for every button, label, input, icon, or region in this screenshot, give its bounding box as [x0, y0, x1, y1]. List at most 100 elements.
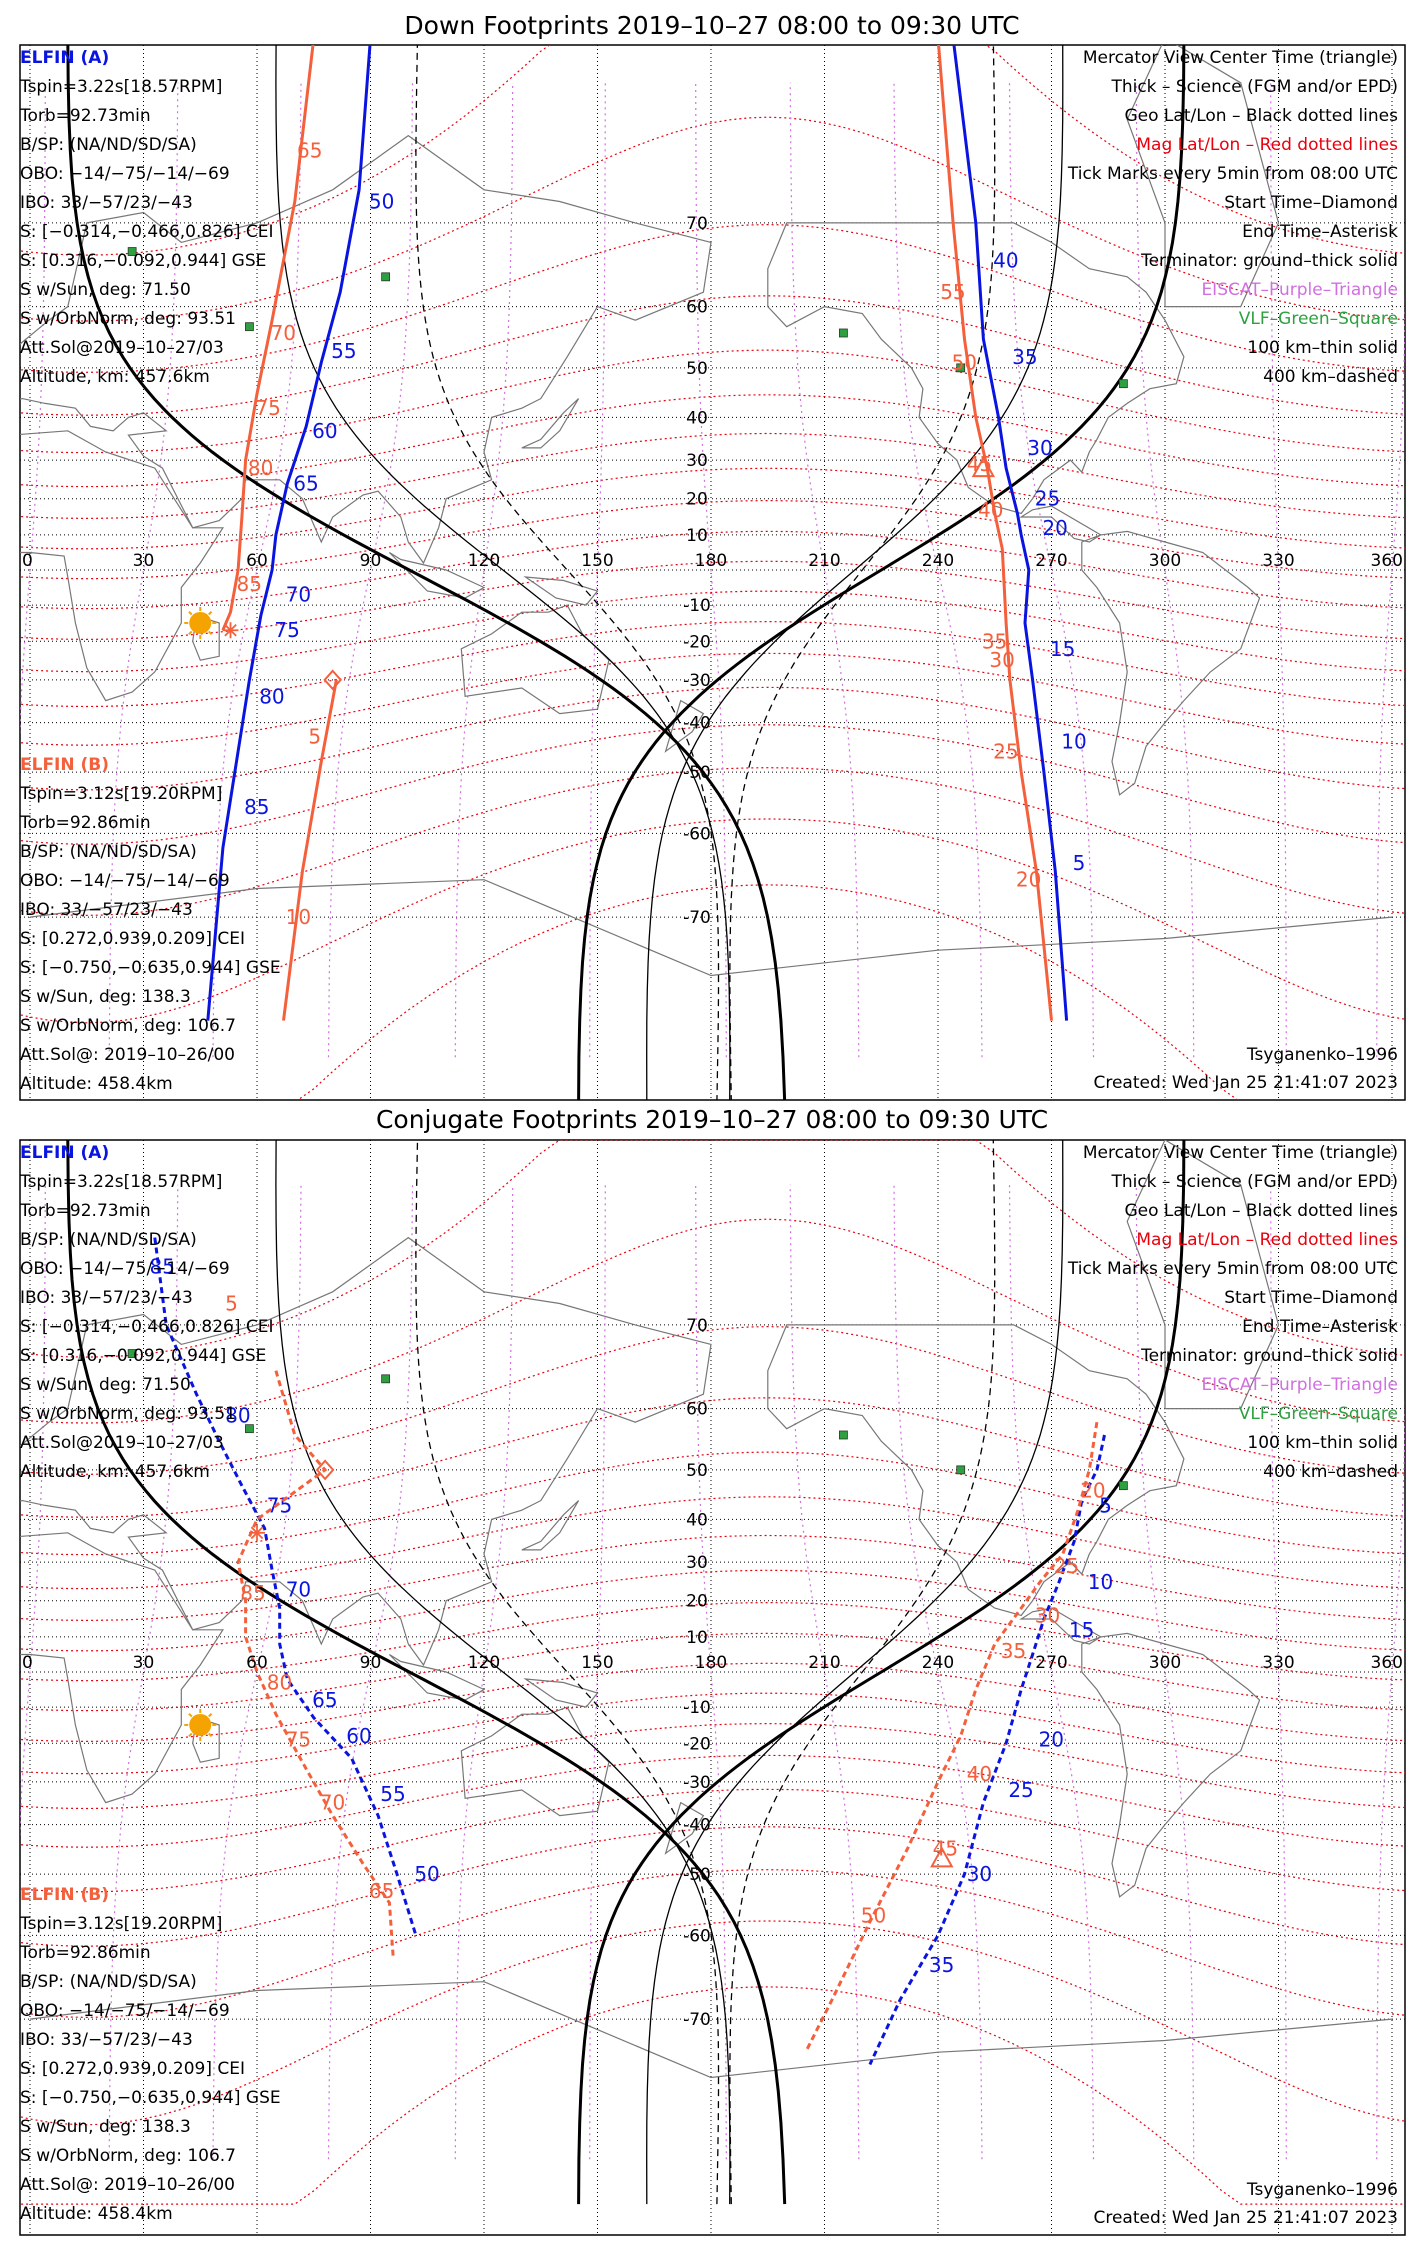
elfin-b-info: ELFIN (B) Tspin=3.12s[19.20RPM] Torb=92.86… [19, 1885, 281, 2224]
track-time-label: 35 [982, 629, 1007, 653]
coastline [767, 1324, 1185, 1617]
vlf-site-square [381, 272, 391, 282]
elfin-a-info-line: OBO: −14/−75/−14/−69 [20, 164, 230, 184]
elfin-a-track [206, 45, 372, 1021]
track-time-label: 65 [369, 1879, 394, 1903]
legend-line: Mag Lat/Lon – Red dotted lines [1136, 1230, 1398, 1250]
track-time-label: 60 [346, 1724, 371, 1748]
lat-tick-label: -40 [683, 714, 711, 734]
coastline [521, 1500, 580, 1551]
track-time-label: 75 [255, 396, 280, 420]
legend-line: Geo Lat/Lon – Black dotted lines [1125, 1201, 1399, 1221]
elfin-a-info-line: S w/OrbNorm, deg: 93.51 [20, 309, 236, 329]
coastline [20, 134, 712, 565]
lon-tick-label: 300 [1149, 551, 1181, 571]
terminator-lines [66, 1140, 1186, 2205]
elfin-a-info-line: S: [−0.314,−0.466,0.826] CEI [20, 1317, 274, 1337]
elfin-b-title: ELFIN (B) [20, 755, 109, 775]
mag-lon-line [695, 82, 727, 1058]
lat-tick-label: -50 [683, 1865, 711, 1885]
lat-tick-label: 20 [686, 1592, 708, 1612]
legend-line: Thick – Science (FGM and/or EPD) [1110, 77, 1398, 97]
mag-lat-line [20, 1451, 1405, 1556]
lon-tick-label: 300 [1149, 1653, 1181, 1673]
mag-lat-line [20, 467, 1405, 550]
map-frame [19, 1139, 1406, 2236]
lat-tick-label: 30 [686, 451, 708, 471]
track-time-label: 30 [1035, 1603, 1060, 1627]
track-time-label: 35 [1012, 345, 1037, 369]
lon-tick-label: 60 [246, 551, 268, 571]
legend-line: Tick Marks every 5min from 08:00 UTC [1067, 1259, 1398, 1279]
elfin-b-info-line: S: [0.272,0.939,0.209] CEI [20, 2059, 245, 2079]
mag-lat-line [20, 1218, 1405, 1424]
elfin-a-info-line: Tspin=3.22s[18.57RPM] [19, 77, 222, 97]
track-time-label: 80 [267, 1670, 292, 1694]
model-name: Tsyganenko–1996 [1246, 1045, 1398, 1065]
end-asterisk [249, 1524, 265, 1541]
track-time-label: 50 [369, 189, 394, 213]
lon-tick-label: 120 [468, 551, 500, 571]
terminator-ground [577, 1140, 1186, 2205]
terminator-100km [275, 1140, 731, 2205]
elfin-b-info-line: S w/OrbNorm, deg: 106.7 [20, 2146, 236, 2166]
track-time-label: 70 [271, 321, 296, 345]
legend-line: Start Time–Diamond [1224, 193, 1398, 213]
elfin-b-info-line: Tspin=3.12s[19.20RPM] [19, 1914, 222, 1934]
mag-lat-line [20, 45, 1405, 256]
lat-tick-label: 60 [686, 1400, 708, 1420]
legend-line: VLF–Green–Square [1239, 1404, 1398, 1424]
lat-tick-label: -70 [683, 2010, 711, 2030]
track-time-label: 85 [240, 1581, 265, 1605]
lon-tick-label: 240 [922, 1653, 954, 1673]
lat-tick-label: -30 [683, 1773, 711, 1793]
vlf-site-square [127, 1349, 137, 1358]
elfin-a-info-line: OBO: −14/−75/−14/−69 [20, 1259, 230, 1279]
axis-ticks: 0 30 60 90 120 150 180 210 240 270 300 330 360 70 60 50… [22, 214, 1403, 928]
terminator-400km [415, 45, 720, 1100]
lon-tick-label: 180 [695, 1653, 727, 1673]
mag-lat-line [20, 652, 1405, 746]
track-time-label: 30 [967, 1862, 992, 1886]
lon-tick-label: 30 [133, 1653, 155, 1673]
coastline [1081, 530, 1261, 796]
mag-lat-line [20, 1692, 1405, 1775]
elfin-a-info-line: Altitude, km: 457.6km [20, 1462, 210, 1482]
track-time-label: 85 [150, 1254, 175, 1278]
lon-tick-label: 30 [133, 551, 155, 571]
track-time-label: 20 [1080, 1479, 1105, 1503]
terminator-ground [66, 1140, 787, 2205]
mag-lat-line [20, 1632, 1405, 1712]
mag-lon-line [20, 1184, 46, 1839]
lat-tick-label: -10 [683, 1698, 711, 1718]
track-time-label: 70 [320, 1791, 345, 1815]
elfin-b-track [804, 1421, 1099, 2053]
track-time-label: 25 [1035, 487, 1060, 511]
lat-tick-label: -20 [683, 632, 711, 652]
terminator-lines [66, 45, 1186, 1100]
legend-line: Start Time–Diamond [1224, 1288, 1398, 1308]
track-time-label: 80 [259, 684, 284, 708]
lon-tick-label: 210 [808, 551, 840, 571]
track-time-label: 20 [1039, 1728, 1064, 1752]
terminator-400km [729, 45, 996, 1100]
elfin-b-info-line: Tspin=3.12s[19.20RPM] [19, 784, 222, 804]
track-time-label: 40 [978, 498, 1003, 522]
lon-tick-label: 150 [581, 551, 613, 571]
lon-tick-label: 360 [1371, 551, 1403, 571]
lon-tick-label: 0 [22, 551, 33, 571]
mag-lon-line [1008, 82, 1095, 1058]
lat-tick-label: -60 [683, 1926, 711, 1946]
coastline [192, 1717, 220, 1763]
elfin-b-info-line: Torb=92.86min [19, 813, 151, 833]
elfin-b-info-line: IBO: 33/−57/23/−43 [20, 2030, 193, 2050]
legend-line: VLF–Green–Square [1239, 309, 1398, 329]
vlf-site-square [839, 328, 848, 338]
lat-tick-label: -60 [683, 824, 711, 844]
lat-tick-label: -20 [683, 1734, 711, 1754]
mag-lat-line [20, 1140, 1405, 1358]
conjugate-footprints-panel: Conjugate Footprints 2019–10–27 08:00 to… [19, 1105, 1406, 2236]
elfin-b-info-line: Altitude: 458.4km [20, 2204, 173, 2224]
track-time-label: 10 [286, 905, 311, 929]
lat-tick-label: 30 [686, 1553, 708, 1573]
